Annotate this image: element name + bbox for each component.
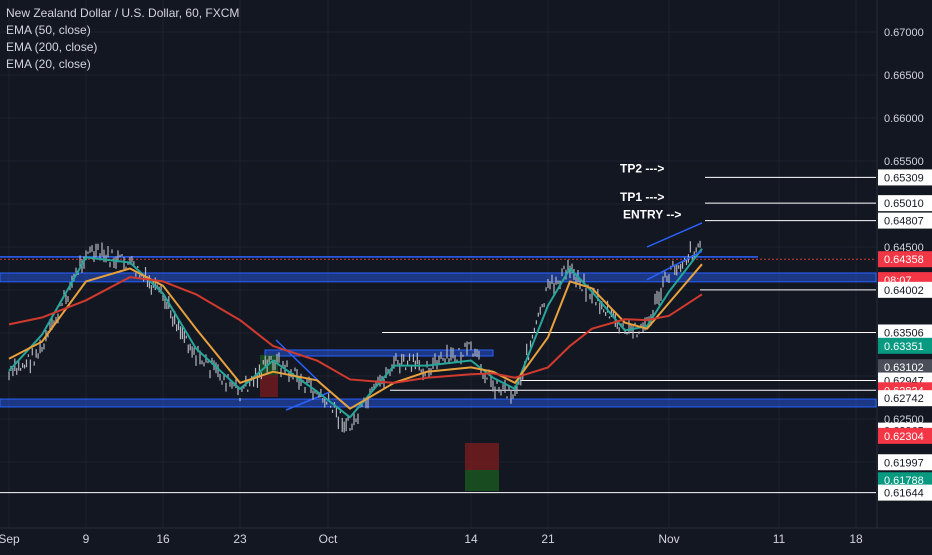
price-label-box <box>878 195 932 212</box>
trade-annotation: TP1 ---> <box>620 190 664 204</box>
ema50-legend-label[interactable]: EMA (50, close) <box>6 23 91 37</box>
price-label: 0.61997 <box>884 457 924 469</box>
time-tick-label: 23 <box>233 532 247 546</box>
price-label: 0.65010 <box>884 198 924 210</box>
time-tick-label: Nov <box>658 532 679 546</box>
time-tick-label: Sep <box>0 532 20 546</box>
price-label-box <box>878 427 932 444</box>
price-label: 0.62742 <box>884 393 924 405</box>
consolidation-zone <box>264 349 494 357</box>
time-tick-label: Oct <box>319 532 338 546</box>
stop-box-red <box>465 443 499 470</box>
price-label-box <box>878 359 932 376</box>
time-tick-label: 21 <box>541 532 555 546</box>
trade-annotation: ENTRY --> <box>623 208 681 222</box>
chart-legend: New Zealand Dollar / U.S. Dollar, 60, FX… <box>6 5 239 73</box>
price-label: 0.65309 <box>884 172 924 184</box>
price-label-box <box>878 454 932 471</box>
price-label: 0.63351 <box>884 341 924 353</box>
price-label: 0.64807 <box>884 216 924 228</box>
time-tick-label: 18 <box>849 532 863 546</box>
price-label-box <box>878 169 932 186</box>
price-label-box <box>878 390 932 407</box>
price-label-box <box>878 324 932 341</box>
ema200-line <box>8 276 703 384</box>
price-label: 0.64358 <box>884 254 924 266</box>
price-tick-label: 0.65500 <box>884 156 924 168</box>
price-label: 0.63102 <box>884 362 924 374</box>
ema200-legend-label[interactable]: EMA (200, close) <box>6 40 98 54</box>
price-label-box <box>878 281 932 298</box>
price-tick-label: 0.67000 <box>884 27 924 39</box>
price-label: 0.61644 <box>884 488 924 500</box>
support-resistance-zone <box>0 272 877 283</box>
trade-annotation: TP2 ---> <box>620 161 664 175</box>
price-label-box <box>878 212 932 229</box>
channel-lower-line <box>646 250 703 281</box>
price-tick-label: 0.66500 <box>884 70 924 82</box>
time-tick-label: 11 <box>773 532 786 546</box>
support-resistance-zone <box>0 398 877 408</box>
stop-box-red <box>260 375 278 397</box>
price-label-box <box>878 472 932 489</box>
price-tick-label: 0.64500 <box>884 242 924 254</box>
time-tick-label: 16 <box>156 532 170 546</box>
target-box-green <box>465 470 499 491</box>
price-label-box <box>878 251 932 268</box>
price-label: 0.64002 <box>884 285 924 297</box>
price-tick-label: 0.66000 <box>884 113 924 125</box>
time-tick-label: 9 <box>83 532 90 546</box>
ema20-legend-label[interactable]: EMA (20, close) <box>6 57 91 71</box>
time-tick-label: 14 <box>464 532 478 546</box>
time-axis-background <box>0 528 932 550</box>
price-label-box <box>878 484 932 501</box>
price-label-box <box>878 337 932 354</box>
price-label: 0.61788 <box>884 475 924 487</box>
channel-upper-line <box>646 222 703 248</box>
price-label: 0.63506 <box>884 327 924 339</box>
symbol-title[interactable]: New Zealand Dollar / U.S. Dollar, 60, FX… <box>6 6 240 20</box>
price-label: 0.62304 <box>884 431 924 443</box>
ema50-line <box>8 263 703 410</box>
